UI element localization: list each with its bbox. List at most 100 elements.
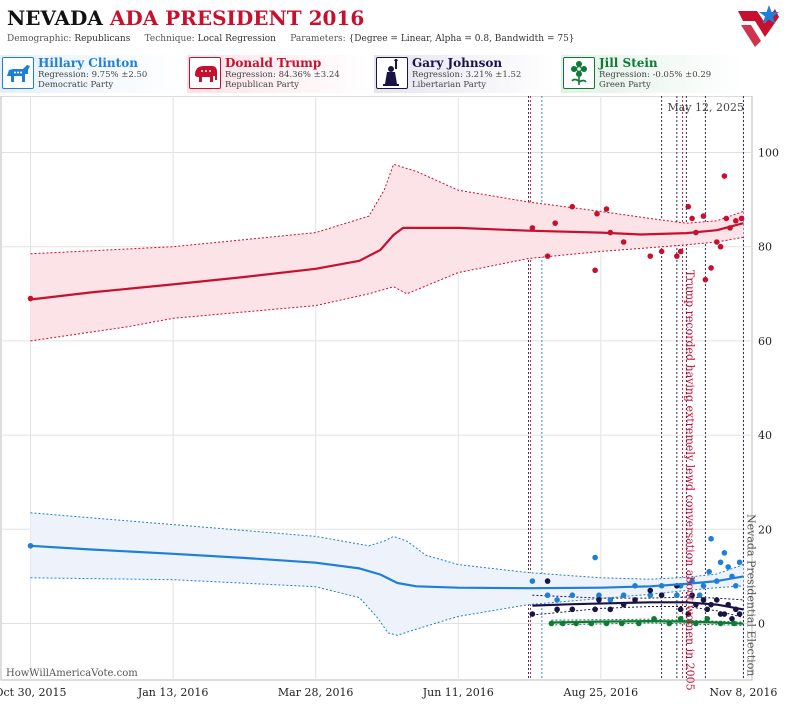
donald-trump-upper-bound: [30, 163, 744, 255]
gary-johnson-poll-point: [721, 611, 728, 617]
hillary-clinton-poll-point: [647, 592, 654, 599]
hillary-clinton-poll-point: [569, 592, 576, 599]
donald-trump-poll-point: [603, 206, 610, 212]
jill-stein-regression-line: [551, 620, 744, 625]
y-tick-label: 20: [758, 523, 772, 536]
demographic-label: Demographic:: [7, 34, 72, 44]
title-state: NEVADA: [7, 6, 103, 30]
donald-trump-poll-point: [592, 267, 598, 274]
hillary-clinton-poll-point: [721, 550, 728, 556]
gary-johnson-poll-point: [529, 611, 536, 617]
x-axis-labels: Oct 30, 2015 Jan 13, 2016 Mar 28, 2016 Jun …: [0, 686, 777, 699]
candidate-name: Gary Johnson: [412, 56, 503, 70]
gary-johnson-poll-point: [729, 615, 735, 622]
hillary-clinton-poll-point: [529, 578, 536, 584]
donald-trump-poll-point: [677, 248, 684, 255]
hillary-clinton-poll-point: [607, 597, 614, 603]
candidate-regression: Regression: -0.05% ±0.29: [599, 70, 712, 80]
event-annotations: Trump recorded having extremely lewd con…: [684, 270, 758, 691]
candidate-card-clinton: Hillary Clinton Regression: 9.75% ±2.50 …: [0, 55, 182, 93]
date-stamp: May 12, 2025: [667, 101, 744, 114]
hillary-clinton-poll-point: [554, 597, 560, 603]
hillary-clinton-poll-point: [544, 592, 551, 599]
hillary-clinton-poll-point: [717, 559, 724, 566]
y-tick-label: 0: [758, 617, 765, 630]
candidate-name: Jill Stein: [599, 56, 658, 70]
candidate-regression: Regression: 3.21% ±1.52: [412, 70, 522, 80]
donald-trump-poll-point: [658, 248, 665, 255]
hillary-clinton-poll-point: [732, 583, 739, 589]
donald-trump-poll-point: [529, 225, 536, 231]
gary-johnson-lower-bound: [532, 606, 744, 618]
event-annotation: Trump recorded having extremely lewd con…: [684, 270, 697, 691]
hillary-clinton-regression-line: [30, 544, 744, 590]
gary-johnson-upper-bound: [532, 594, 744, 601]
donald-trump-poll-point: [708, 265, 714, 271]
hillary-clinton-poll-point: [620, 592, 627, 599]
event-annotation: Nevada Presidential Election: [744, 514, 757, 676]
gary-johnson-poll-point: [677, 606, 684, 613]
statue-of-liberty-icon: [376, 57, 408, 89]
gary-johnson-poll-point: [700, 597, 707, 603]
candidate-name: Donald Trump: [225, 56, 322, 70]
gary-johnson-poll-point: [596, 597, 602, 603]
gary-johnson-poll-point: [632, 597, 638, 603]
hillary-clinton-lower-bound: [30, 577, 744, 636]
elephant-icon: [189, 57, 221, 89]
regression-lines: [30, 222, 744, 625]
hillary-clinton-poll-point: [725, 564, 731, 570]
gary-johnson-poll-point: [689, 592, 695, 599]
hillary-clinton-poll-point: [700, 583, 707, 589]
hillary-clinton-poll-point: [696, 592, 703, 599]
chart-title: NEVADA ADA PRESIDENT 2016: [7, 6, 364, 30]
candidate-party: Libertarian Party: [412, 80, 487, 90]
donald-trump-poll-point: [544, 253, 551, 259]
x-tick-label: Jan 13, 2016: [137, 686, 209, 699]
jill-stein-lower-bound: [551, 622, 744, 626]
donkey-icon: [2, 57, 34, 89]
gary-johnson-poll-point: [569, 606, 576, 613]
site-credit: HowWillAmericaVote.com: [6, 668, 138, 679]
parameters-label: Parameters:: [290, 34, 346, 44]
y-tick-label: 100: [758, 147, 779, 160]
donald-trump-poll-point: [732, 218, 739, 224]
candidate-card-stein: Jill Stein Regression: -0.05% ±0.29 Gree…: [561, 55, 743, 93]
gary-johnson-poll-point: [592, 606, 598, 613]
y-axis-labels: 0 20 40 60 80 100: [758, 147, 779, 631]
hillary-clinton-upper-bound: [30, 512, 744, 580]
donald-trump-confidence-band: [30, 164, 744, 341]
candidate-card-trump: Donald Trump Regression: 84.36% ±3.24 Re…: [187, 55, 369, 93]
chart-parameters: Demographic: Republicans Technique: Loca…: [7, 34, 575, 44]
candidate-party: Green Party: [599, 80, 651, 90]
donald-trump-poll-point: [594, 210, 600, 217]
x-tick-label: Aug 25, 2016: [563, 686, 639, 699]
x-tick-label: Nov 8, 2016: [709, 686, 777, 699]
gary-johnson-poll-point: [607, 606, 614, 613]
technique-label: Technique:: [144, 34, 195, 44]
x-tick-label: Jun 11, 2016: [422, 686, 494, 699]
donald-trump-poll-point: [552, 220, 558, 226]
hillary-clinton-poll-point: [736, 559, 743, 566]
title-rest: ADA PRESIDENT 2016: [109, 6, 365, 30]
hillary-clinton-poll-point: [708, 535, 714, 542]
regression-chart: 0 20 40 60 80 100 Oct 30, 2015 Jan 13, 2016 Mar…: [0, 96, 779, 699]
donald-trump-poll-point: [702, 276, 709, 283]
candidate-name: Hillary Clinton: [38, 56, 138, 70]
gary-johnson-poll-point: [544, 578, 551, 584]
x-tick-label: Mar 28, 2016: [278, 686, 354, 699]
jill-stein-poll-point: [704, 615, 711, 622]
gary-johnson-poll-point: [554, 606, 560, 613]
y-tick-label: 40: [758, 429, 772, 442]
jill-stein-upper-bound: [551, 618, 744, 623]
candidate-regression: Regression: 84.36% ±3.24: [225, 70, 340, 80]
site-logo-icon[interactable]: [735, 3, 781, 49]
y-tick-label: 60: [758, 335, 772, 348]
donald-trump-poll-point: [721, 173, 728, 179]
chart-header: NEVADA ADA PRESIDENT 2016 Demographic: R…: [0, 0, 789, 52]
gary-johnson-regression-line: [532, 601, 744, 611]
candidate-party: Republican Party: [225, 80, 299, 90]
donald-trump-poll-point: [717, 243, 724, 250]
plot-frame: [0, 96, 753, 681]
donald-trump-poll-point: [674, 253, 680, 259]
gary-johnson-poll-point: [736, 611, 743, 617]
